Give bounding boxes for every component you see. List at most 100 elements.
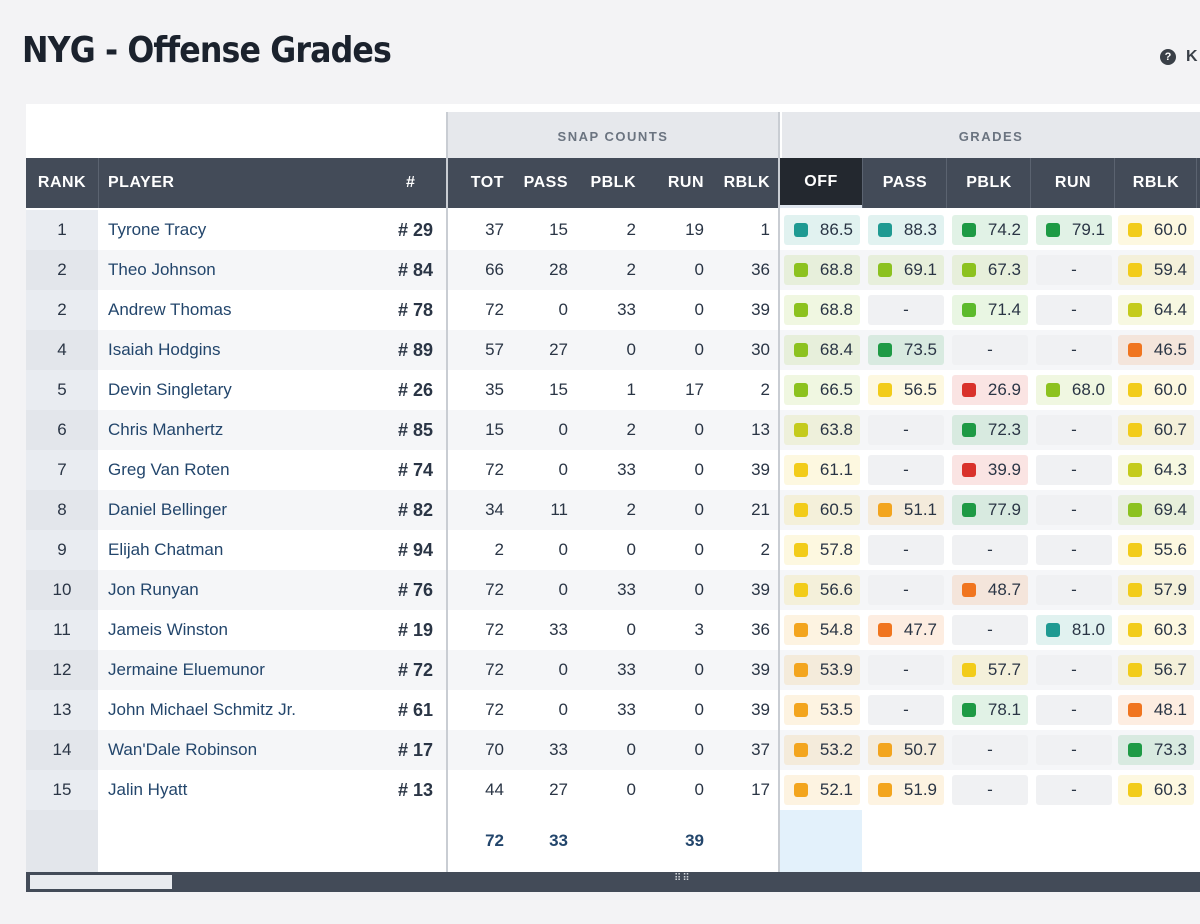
table-row[interactable]: 10 Jon Runyan # 76 72 0 33 0 39 56.6 - 48.7 - 57.9 [26, 570, 1200, 610]
grade-off: 52.1 [784, 775, 860, 805]
col-grade-pass[interactable]: PASS [882, 174, 928, 191]
snaps-pblk: 0 [626, 340, 636, 359]
table-row[interactable]: 1 Tyrone Tracy # 29 37 15 2 19 1 86.5 88.3 74.2 79.… [26, 210, 1200, 250]
grade-off: 60.5 [784, 495, 860, 525]
grade-value: 78.1 [987, 700, 1021, 719]
snaps-pass: 0 [558, 460, 568, 479]
table-row[interactable]: 4 Isaiah Hodgins # 89 57 27 0 0 30 68.4 73.5 - - 46.… [26, 330, 1200, 370]
scrollbar-thumb[interactable] [30, 875, 172, 889]
jersey-number: # 17 [397, 739, 433, 760]
table-row[interactable]: 13 John Michael Schmitz Jr. # 61 72 0 33 0 39 53… [26, 690, 1200, 730]
grade-g_pass: - [868, 455, 944, 485]
grade-color-swatch [1128, 343, 1142, 357]
col-grade-run[interactable]: RUN [1054, 174, 1092, 191]
grade-value: 69.1 [903, 260, 937, 279]
table-row[interactable]: 11 Jameis Winston # 19 72 33 0 3 36 54.8 47.7 - 81.… [26, 610, 1200, 650]
grade-value: - [987, 340, 993, 359]
col-tot[interactable]: TOT [470, 174, 504, 191]
player-link[interactable]: Wan'Dale Robinson [108, 740, 258, 759]
table-row[interactable]: 6 Chris Manhertz # 85 15 0 2 0 13 63.8 - 72.3 - 60.7 [26, 410, 1200, 450]
col-pass[interactable]: PASS [523, 174, 568, 191]
table-row[interactable]: 12 Jermaine Eluemunor # 72 72 0 33 0 39 53.9 - 57.… [26, 650, 1200, 690]
table-row[interactable]: 8 Daniel Bellinger # 82 34 11 2 0 21 60.5 51.1 77.… [26, 490, 1200, 530]
grade-value: - [903, 300, 909, 319]
grade-color-swatch [1128, 783, 1142, 797]
col-player[interactable]: PLAYER [108, 174, 175, 191]
snaps-pass: 0 [558, 660, 568, 679]
table-row[interactable]: 5 Devin Singletary # 26 35 15 1 17 2 66.5 56.5 26.… [26, 370, 1200, 410]
player-link[interactable]: John Michael Schmitz Jr. [108, 700, 297, 719]
resize-grip-icon[interactable]: ⠿⠿ [674, 873, 691, 884]
table-row[interactable]: 2 Andrew Thomas # 78 72 0 33 0 39 68.8 - 71.4 - 64.4 [26, 290, 1200, 330]
player-link[interactable]: Elijah Chatman [108, 540, 224, 559]
grade-color-swatch [962, 703, 976, 717]
player-link[interactable]: Isaiah Hodgins [108, 340, 221, 359]
col-number[interactable]: # [406, 174, 416, 191]
grade-g_pblk: 57.7 [952, 655, 1028, 685]
grade-value: - [1071, 580, 1077, 599]
jersey-number: # 85 [397, 419, 433, 440]
col-pblk[interactable]: PBLK [590, 174, 636, 191]
player-link[interactable]: Tyrone Tracy [108, 220, 207, 239]
table-row[interactable]: 9 Elijah Chatman # 94 2 0 0 0 2 57.8 - - - 55.6 [26, 530, 1200, 570]
player-link[interactable]: Chris Manhertz [108, 420, 224, 439]
player-link[interactable]: Jon Runyan [108, 580, 199, 599]
grade-color-swatch [962, 583, 976, 597]
grade-color-swatch [878, 223, 892, 237]
grade-value: 51.9 [903, 780, 937, 799]
grade-value: - [1071, 300, 1077, 319]
player-link[interactable]: Andrew Thomas [108, 300, 232, 319]
rank-cell: 7 [26, 450, 98, 490]
table-row[interactable]: 14 Wan'Dale Robinson # 17 70 33 0 0 37 53.2 50.7 -… [26, 730, 1200, 770]
jersey-number: # 61 [397, 699, 433, 720]
col-grade-off[interactable]: OFF [780, 158, 862, 208]
snaps-run: 0 [694, 420, 704, 439]
grade-value: 66.5 [819, 380, 853, 399]
snaps-tot: 15 [485, 420, 504, 439]
player-link[interactable]: Jermaine Eluemunor [108, 660, 265, 679]
grade-off: 54.8 [784, 615, 860, 645]
grade-g_pblk: 74.2 [952, 215, 1028, 245]
table-body: 1 Tyrone Tracy # 29 37 15 2 19 1 86.5 88.3 74.2 79.… [26, 210, 1200, 810]
player-link[interactable]: Devin Singletary [108, 380, 232, 399]
snaps-pass: 15 [549, 220, 568, 239]
col-rank[interactable]: RANK [37, 174, 87, 191]
grade-off: 63.8 [784, 415, 860, 445]
player-link[interactable]: Daniel Bellinger [108, 500, 228, 519]
snaps-tot: 2 [494, 540, 504, 559]
grade-value: 50.7 [903, 740, 937, 759]
grade-g_run: - [1036, 295, 1112, 325]
snaps-pass: 27 [549, 340, 568, 359]
table-row[interactable]: 15 Jalin Hyatt # 13 44 27 0 0 17 52.1 51.9 - - 60.3 [26, 770, 1200, 810]
grade-g_run: - [1036, 775, 1112, 805]
col-grade-rblk[interactable]: RBLK [1132, 174, 1180, 191]
player-link[interactable]: Jalin Hyatt [108, 780, 188, 799]
player-link[interactable]: Jameis Winston [108, 620, 228, 639]
grade-g_pass: - [868, 575, 944, 605]
totals-row: 72 33 39 [26, 810, 1200, 872]
col-grade-pblk[interactable]: PBLK [966, 174, 1012, 191]
grade-g_pblk: 71.4 [952, 295, 1028, 325]
snaps-run: 0 [694, 340, 704, 359]
table-row[interactable]: 2 Theo Johnson # 84 66 28 2 0 36 68.8 69.1 67.3 - 59… [26, 250, 1200, 290]
grade-g_rblk: 64.3 [1118, 455, 1194, 485]
grade-value: 60.0 [1153, 380, 1187, 399]
grading-key-button[interactable]: ? K [1160, 48, 1198, 66]
grade-off: 56.6 [784, 575, 860, 605]
grade-g_rblk: 60.0 [1118, 375, 1194, 405]
grade-color-swatch [962, 303, 976, 317]
col-rblk[interactable]: RBLK [723, 174, 770, 191]
player-link[interactable]: Theo Johnson [108, 260, 216, 279]
snaps-tot: 72 [485, 580, 504, 599]
grading-key-label: K [1186, 48, 1198, 65]
snaps-run: 0 [694, 780, 704, 799]
rank-cell: 4 [26, 330, 98, 370]
grade-value: 47.7 [903, 620, 937, 639]
table-row[interactable]: 7 Greg Van Roten # 74 72 0 33 0 39 61.1 - 39.9 - 64.… [26, 450, 1200, 490]
grade-g_run: - [1036, 535, 1112, 565]
grade-color-swatch [1046, 383, 1060, 397]
snaps-rblk: 37 [751, 740, 770, 759]
horizontal-scrollbar[interactable]: ⠿⠿ [26, 872, 1200, 892]
player-link[interactable]: Greg Van Roten [108, 460, 230, 479]
col-run[interactable]: RUN [667, 174, 704, 191]
